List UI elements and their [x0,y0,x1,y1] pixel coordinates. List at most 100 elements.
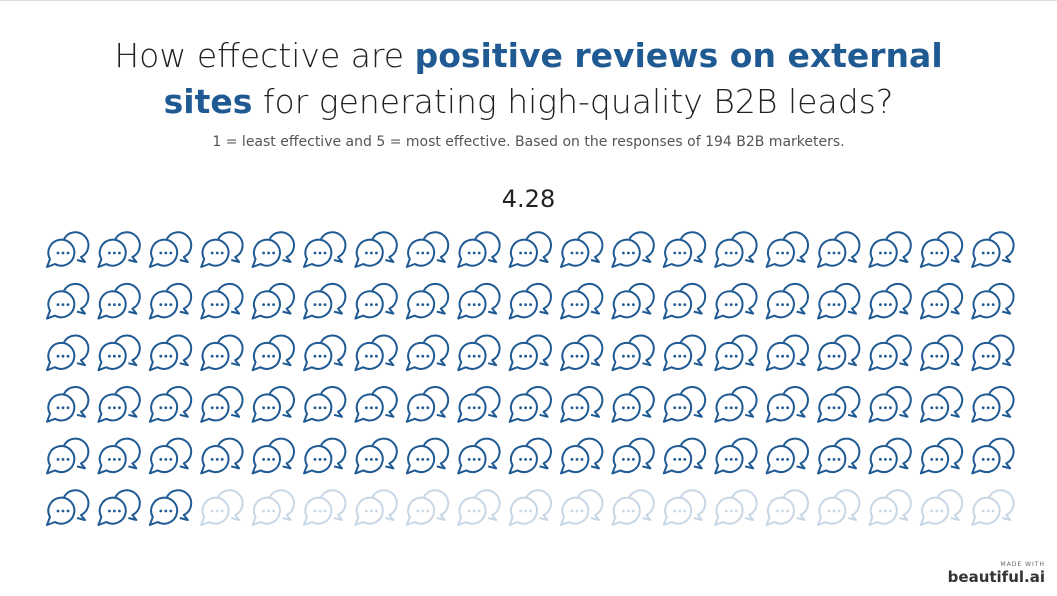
icon [303,489,347,526]
icon [662,231,707,268]
icon [251,282,295,320]
icon [662,386,707,423]
icon [868,231,912,268]
icon [46,386,90,423]
icon [971,437,1015,475]
icon [662,282,707,320]
icon [97,489,141,526]
icon [508,334,552,372]
icon [560,334,604,372]
icon [560,231,604,268]
icon [405,386,450,423]
icon [611,489,655,526]
icon [714,282,758,320]
icon [303,231,347,268]
icon [919,489,964,526]
icon [560,282,604,320]
icon [457,334,501,372]
icon [714,489,758,526]
icon [148,231,193,268]
icon [868,334,912,372]
icon [714,231,758,268]
icon [611,231,655,268]
icon [560,386,604,423]
icon [405,334,450,372]
icon [251,334,295,372]
brand-name: beautiful.ai [947,568,1045,586]
icon [971,386,1015,423]
icon [817,437,861,475]
icon [200,489,244,526]
value-label: 4.28 [501,185,556,213]
icon [148,437,193,475]
icon [765,282,809,320]
icon [200,231,244,268]
icon [817,386,861,423]
icon [405,437,450,475]
branding: MADE WITH beautiful.ai [948,561,1045,586]
icon [508,489,552,526]
icon [148,334,193,372]
icon [919,334,964,372]
icon [46,282,90,320]
icon [919,282,964,320]
icon [97,334,141,372]
icon [611,437,655,475]
icon [817,282,861,320]
icon [457,231,501,268]
title-text: How effective are [114,36,415,75]
icon [817,231,861,268]
icon [765,437,809,475]
icon [200,334,244,372]
icon [148,282,193,320]
icon [560,489,604,526]
icon [714,386,758,423]
icon [508,386,552,423]
title-text: for generating high-quality B2B leads? [252,82,894,121]
icon [919,231,964,268]
icon [868,437,912,475]
icon [868,386,912,423]
icon [714,334,758,372]
icon [457,437,501,475]
icon [148,489,193,526]
subtitle: 1 = least effective and 5 = most effecti… [212,134,845,150]
icon [457,489,501,526]
icon [971,282,1015,320]
icon [405,282,450,320]
icon [251,386,295,423]
icon [919,437,964,475]
icon [46,437,90,475]
icon [817,334,861,372]
icon [97,437,141,475]
icon [303,437,347,475]
title: How effective are positive reviews on ex… [90,33,967,125]
icon [148,386,193,423]
icon [97,282,141,320]
icon [971,231,1015,268]
icon [354,489,398,526]
icon [457,282,501,320]
icon [354,231,398,268]
icon [765,334,809,372]
icon [46,334,90,372]
icon [662,437,707,475]
icon [46,489,90,526]
icon [251,231,295,268]
icon [817,489,861,526]
icon [251,489,295,526]
icon [457,386,501,423]
icon [868,489,912,526]
made-with: MADE WITH [1000,561,1045,568]
icon [560,437,604,475]
icon [200,437,244,475]
icon [200,386,244,423]
icon [200,282,244,320]
icon [868,282,912,320]
icon [765,231,809,268]
icon [919,386,964,423]
icon [508,282,552,320]
icon [508,437,552,475]
icon [611,386,655,423]
